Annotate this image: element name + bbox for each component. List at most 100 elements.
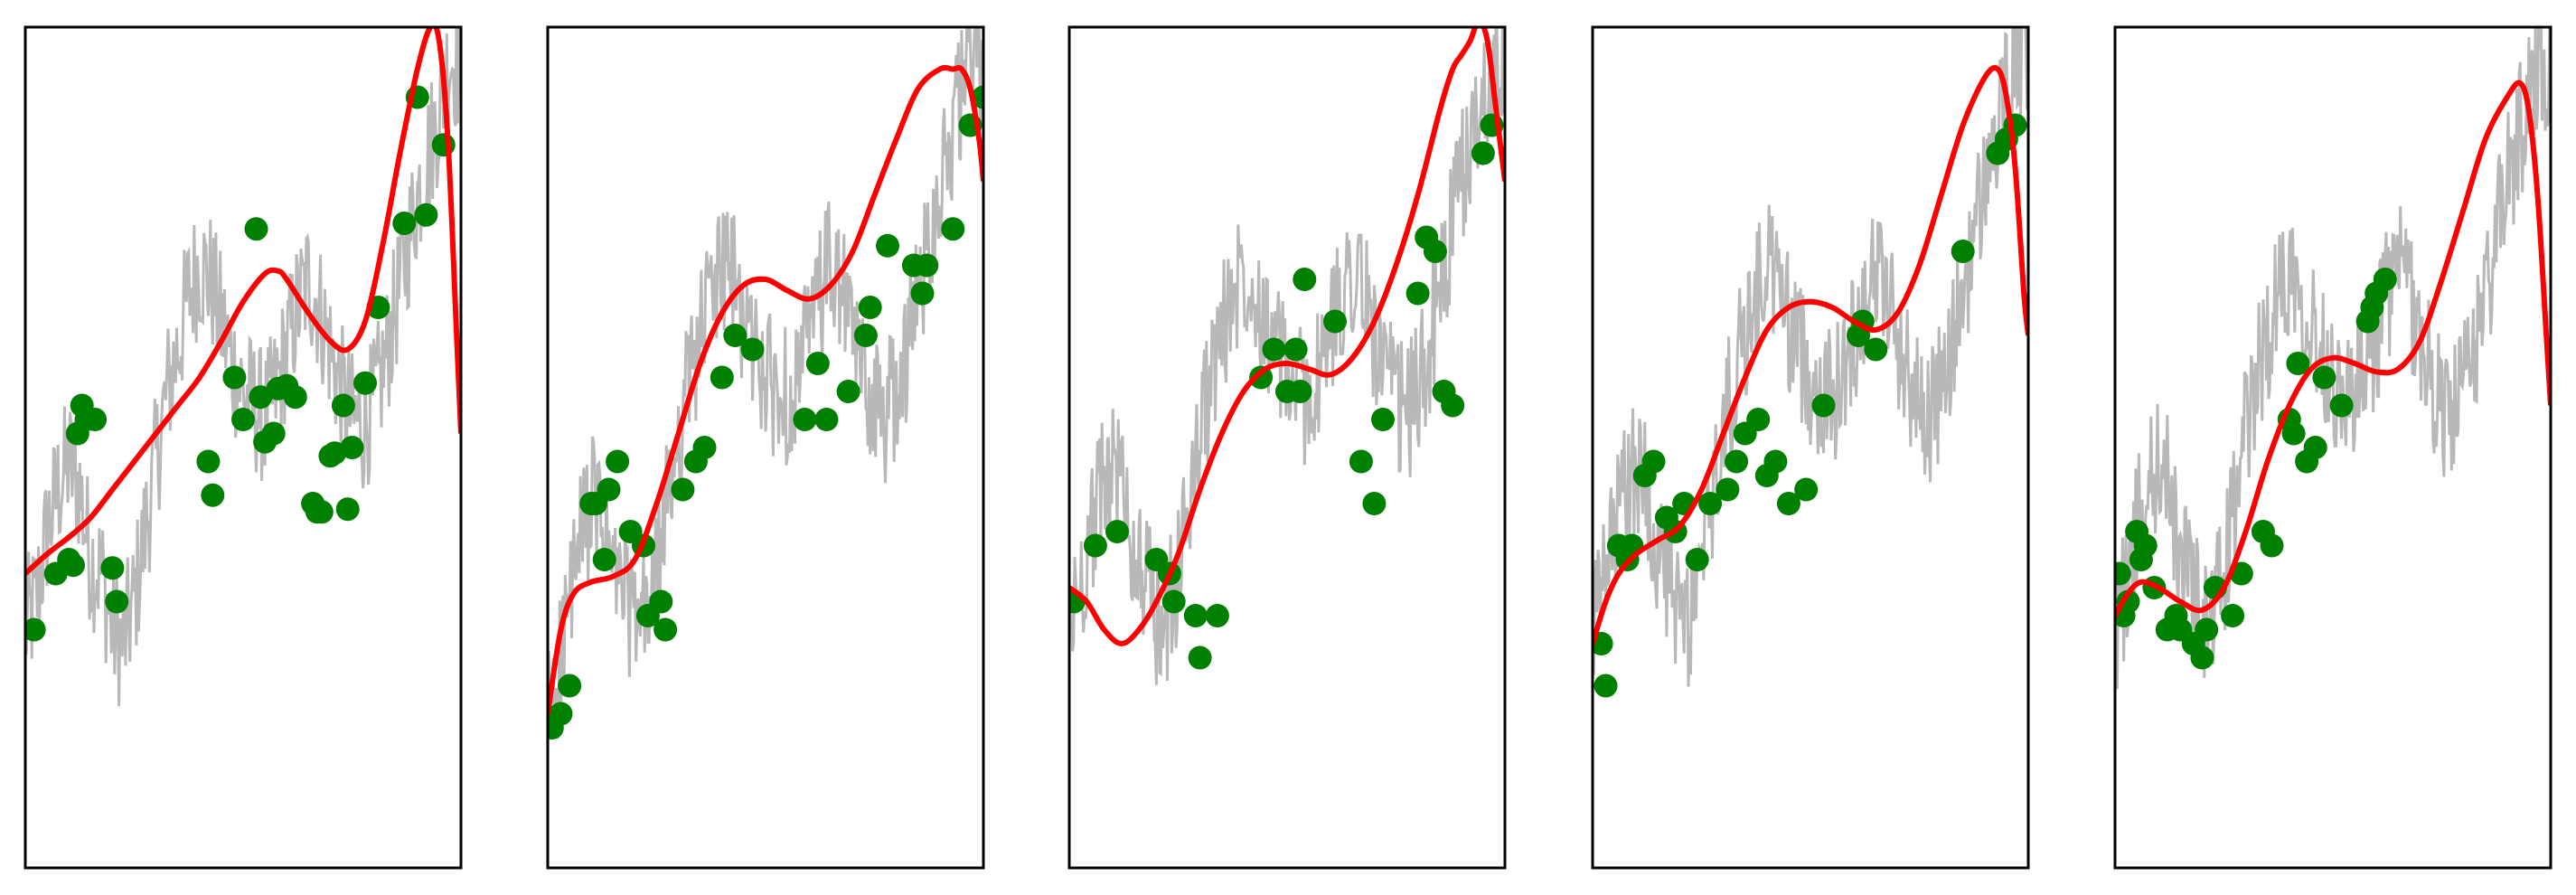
chart-panel-1 — [24, 25, 463, 870]
sample-point — [1188, 645, 1212, 670]
sample-point — [910, 281, 935, 306]
sample-point — [740, 337, 765, 362]
sample-point — [1183, 604, 1208, 627]
plot-area — [25, 27, 461, 707]
sample-point — [1441, 393, 1465, 418]
sample-point — [414, 203, 438, 227]
sample-point — [1283, 337, 1308, 362]
panel-frame — [1591, 25, 2030, 870]
sample-point — [1423, 240, 1447, 263]
sample-point — [1725, 449, 1749, 474]
sample-point — [606, 449, 630, 474]
sample-point — [1811, 393, 1836, 418]
chart-panel-4 — [1591, 25, 2030, 870]
panel-frame — [24, 25, 463, 870]
sample-point — [105, 589, 129, 614]
sample-point — [671, 477, 695, 502]
sample-point — [335, 497, 360, 522]
sample-point — [1288, 380, 1312, 403]
sample-point — [558, 674, 582, 698]
sample-point — [1594, 674, 1618, 698]
sample-point — [1323, 309, 1347, 334]
plot-area — [1593, 27, 2028, 698]
sample-point — [597, 477, 621, 502]
sample-point — [100, 556, 125, 580]
fitted-curve — [1593, 65, 2028, 645]
sample-point — [25, 617, 46, 642]
sample-point — [283, 385, 307, 410]
chart-panel-2 — [546, 25, 985, 870]
sample-point — [83, 408, 108, 431]
sample-point — [876, 233, 899, 258]
sample-point — [331, 393, 355, 418]
plot-area — [2115, 27, 2551, 690]
sample-point — [249, 385, 273, 410]
noisy-data-line — [548, 27, 983, 740]
panel-frame — [546, 25, 985, 870]
sample-point — [1349, 449, 1373, 474]
sample-point — [1864, 337, 1888, 362]
noisy-data-line — [2115, 27, 2551, 690]
sample-point — [2115, 561, 2131, 586]
sample-point — [941, 217, 965, 241]
sample-point — [1716, 477, 1740, 502]
chart-panel-3 — [1067, 25, 1507, 870]
sample-point — [309, 500, 334, 524]
sample-point — [1698, 492, 1723, 515]
sample-point — [853, 324, 878, 347]
sample-point — [1262, 337, 1286, 362]
sample-point — [2373, 268, 2397, 291]
sample-point — [793, 408, 817, 431]
sample-point — [353, 371, 377, 395]
sample-point — [1685, 548, 1709, 571]
sample-point — [549, 702, 573, 726]
sample-point — [592, 548, 616, 571]
sample-point — [2260, 533, 2284, 558]
sample-point — [2286, 352, 2310, 375]
fitted-curve — [25, 27, 461, 576]
plot-area — [548, 27, 983, 740]
sample-point — [231, 408, 255, 431]
panel-frame — [2113, 25, 2552, 870]
sample-point — [814, 408, 839, 431]
sample-point — [201, 483, 225, 507]
sample-point — [858, 296, 882, 319]
sample-point — [915, 253, 939, 278]
sample-point — [1205, 604, 1229, 627]
sample-point — [2312, 365, 2336, 390]
sample-point — [649, 589, 673, 614]
sample-point — [836, 380, 860, 403]
sample-point — [2221, 604, 2245, 627]
sample-point — [2281, 421, 2306, 446]
sample-point — [692, 436, 717, 459]
sample-point — [2195, 617, 2219, 642]
sample-point — [1763, 449, 1788, 474]
sample-point — [2133, 533, 2158, 558]
sample-point — [61, 553, 85, 578]
sample-point — [261, 421, 286, 446]
sample-point — [196, 449, 221, 474]
sample-point — [723, 324, 747, 347]
sample-point — [1293, 268, 1317, 291]
sample-point — [1371, 408, 1395, 431]
plot-area — [1069, 27, 1505, 685]
panels — [24, 25, 2552, 870]
sample-point — [1776, 492, 1800, 515]
sample-point — [1471, 141, 1495, 165]
fitted-curve — [2115, 80, 2551, 617]
sample-point — [244, 217, 268, 241]
fitted-curve — [1069, 27, 1505, 646]
sample-point — [1105, 520, 1129, 543]
sample-point — [710, 365, 734, 390]
sample-point — [1083, 533, 1107, 558]
sample-point — [392, 212, 417, 235]
sample-point — [2190, 645, 2214, 670]
sample-point — [2329, 393, 2354, 418]
sample-point — [1641, 449, 1666, 474]
sample-point — [653, 617, 678, 642]
chart-panel-5 — [2113, 25, 2552, 870]
noisy-data-line — [1069, 27, 1505, 685]
panel-frame — [1067, 25, 1507, 870]
